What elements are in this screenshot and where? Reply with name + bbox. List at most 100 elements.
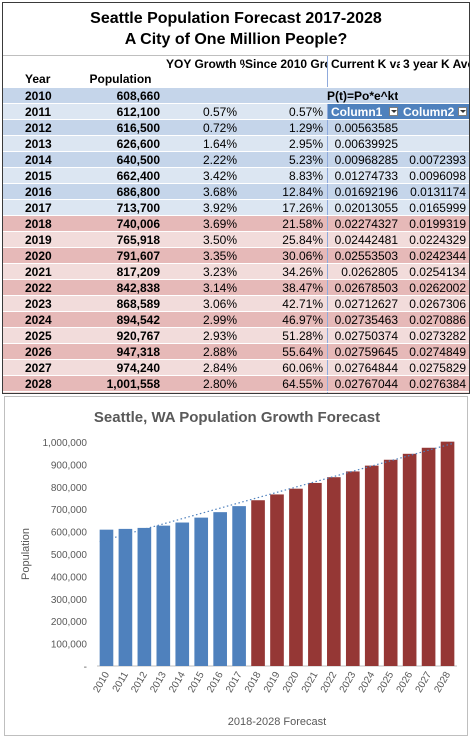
cell-year[interactable]: 2029	[3, 392, 75, 393]
cell-since-2010-growth[interactable]: 60.06%	[282, 361, 323, 375]
cell-current-k[interactable]: 0.01692196	[327, 184, 400, 199]
cell-population[interactable]: 616,500	[116, 121, 160, 135]
cell-current-k[interactable]: 0.00639925	[327, 136, 400, 151]
cell-current-k[interactable]: 0.0262805	[327, 264, 400, 279]
cell-three-year-k[interactable]: 0.0096098	[409, 169, 466, 183]
cell-three-year-k[interactable]: 0.0276384	[409, 377, 466, 391]
header-three-year-k[interactable]: 3 year K Average	[403, 57, 469, 71]
cell-yoy-growth[interactable]: 2.80%	[202, 377, 237, 391]
cell-population[interactable]: 1,029,269	[75, 392, 166, 393]
cell-current-k[interactable]: 0.02274327	[327, 216, 400, 231]
cell-three-year-k[interactable]	[400, 136, 469, 151]
column1-filter-header[interactable]: Column1	[327, 104, 400, 119]
cell-three-year-k[interactable]: 0.0274849	[409, 345, 466, 359]
cell-year[interactable]: 2024	[25, 313, 52, 327]
cell-yoy-growth[interactable]: 2.22%	[202, 153, 237, 167]
cell-yoy-growth[interactable]: 3.14%	[202, 281, 237, 295]
cell-three-year-k[interactable]: 0.0131174	[410, 185, 466, 199]
cell-current-k[interactable]: 0.02764844	[327, 360, 400, 375]
cell-since-2010-growth[interactable]: 46.97%	[282, 313, 323, 327]
cell-current-k[interactable]: 0.01274733	[327, 168, 400, 183]
cell-current-k[interactable]: 0.02013055	[327, 200, 400, 215]
cell-population[interactable]: 791,607	[116, 249, 160, 263]
cell-year[interactable]: 2028	[25, 377, 52, 391]
cell-year[interactable]: 2015	[25, 169, 52, 183]
cell-current-k[interactable]: 0.02442481	[327, 232, 400, 247]
cell-population[interactable]: 686,800	[116, 185, 160, 199]
cell-three-year-k[interactable]: 0.0072393	[409, 153, 466, 167]
cell-three-year-k[interactable]: 0.0267306	[409, 297, 466, 311]
cell-three-year-k[interactable]: 0.0199319	[409, 217, 466, 231]
cell-yoy-growth[interactable]: 2.99%	[202, 313, 237, 327]
cell-yoy-growth[interactable]: 3.50%	[202, 233, 237, 247]
cell-yoy-growth[interactable]: 3.06%	[202, 297, 237, 311]
cell-year[interactable]: 2013	[25, 137, 52, 151]
header-yoy-growth[interactable]: YOY Growth %	[166, 57, 245, 71]
cell-since-2010-growth[interactable]: 25.84%	[282, 233, 323, 247]
cell-since-2010-growth[interactable]: 2.95%	[288, 137, 323, 151]
header-since-2010-growth[interactable]: Since 2010 Growth %	[245, 57, 327, 71]
cell-yoy-growth[interactable]	[166, 88, 245, 103]
cell-since-2010-growth[interactable]: 42.71%	[282, 297, 323, 311]
cell-population[interactable]: 894,542	[116, 313, 160, 327]
cell-population[interactable]: 842,838	[116, 281, 160, 295]
cell-year[interactable]: 2017	[25, 201, 52, 215]
cell-year[interactable]: 2022	[25, 281, 52, 295]
filter-dropdown-icon[interactable]	[458, 107, 467, 116]
header-current-k[interactable]: Current K value	[327, 56, 400, 87]
cell-population[interactable]: 740,006	[116, 217, 160, 231]
cell-population[interactable]: 947,318	[116, 345, 160, 359]
cell-year[interactable]: 2025	[25, 329, 52, 343]
cell-current-k[interactable]: 0.02766955	[327, 392, 400, 393]
cell-three-year-k[interactable]: 0.0254134	[409, 265, 466, 279]
cell-yoy-growth[interactable]: 0.57%	[202, 105, 237, 119]
cell-since-2010-growth[interactable]	[245, 88, 327, 103]
cell-year[interactable]: 2016	[25, 185, 52, 199]
cell-population[interactable]: 765,918	[116, 233, 160, 247]
cell-current-k[interactable]: 0.02759645	[327, 344, 400, 359]
cell-yoy-growth[interactable]: 1.64%	[202, 137, 237, 151]
cell-yoy-growth[interactable]: 3.35%	[202, 249, 237, 263]
cell-population[interactable]: 608,660	[116, 89, 160, 103]
formula-cell[interactable]: P(t)=Po*e^kt	[327, 89, 399, 103]
cell-population[interactable]: 626,600	[116, 137, 160, 151]
cell-population[interactable]: 817,209	[116, 265, 160, 279]
cell-current-k[interactable]: 0.02712627	[327, 296, 400, 311]
cell-since-2010-growth[interactable]: 5.23%	[288, 153, 323, 167]
header-year[interactable]: Year	[25, 72, 51, 86]
cell-population[interactable]: 662,400	[116, 169, 160, 183]
cell-since-2010-growth[interactable]: 30.06%	[282, 249, 323, 263]
cell-population[interactable]: 974,240	[116, 361, 160, 375]
cell-since-2010-growth[interactable]: 55.64%	[282, 345, 323, 359]
cell-current-k[interactable]: 0.02735463	[327, 312, 400, 327]
column2-filter-header[interactable]: Column2	[400, 104, 469, 119]
cell-three-year-k[interactable]: 0.0270886	[409, 313, 466, 327]
cell-population[interactable]: 612,100	[116, 105, 160, 119]
cell-population[interactable]: 640,500	[116, 153, 160, 167]
cell-population[interactable]: 868,589	[116, 297, 160, 311]
cell-year[interactable]: 2010	[25, 89, 52, 103]
cell-three-year-k[interactable]: 0.0242344	[409, 249, 466, 263]
cell-since-2010-growth[interactable]: 51.28%	[282, 329, 323, 343]
cell-since-2010-growth[interactable]: 69.10%	[245, 392, 327, 393]
cell-three-year-k[interactable]	[400, 120, 469, 135]
cell-current-k[interactable]: 0.00968285	[327, 152, 400, 167]
cell-year[interactable]: 2011	[25, 105, 52, 119]
cell-yoy-growth[interactable]: 3.68%	[202, 185, 237, 199]
cell-since-2010-growth[interactable]: 17.26%	[282, 201, 323, 215]
cell-yoy-growth[interactable]: 2.93%	[202, 329, 237, 343]
cell-since-2010-growth[interactable]: 34.26%	[282, 265, 323, 279]
cell-since-2010-growth[interactable]: 38.47%	[282, 281, 323, 295]
cell-yoy-growth[interactable]: 3.92%	[202, 201, 237, 215]
header-population[interactable]: Population	[89, 72, 152, 86]
cell-year[interactable]: 2018	[25, 217, 52, 231]
cell-three-year-k[interactable]: 0.0275829	[409, 361, 466, 375]
cell-current-k[interactable]: 0.00563585	[327, 120, 400, 135]
cell-year[interactable]: 2019	[25, 233, 52, 247]
cell-three-year-k[interactable]: 0.0165999	[409, 201, 466, 215]
cell-yoy-growth[interactable]: 0.72%	[202, 121, 237, 135]
filter-dropdown-icon[interactable]	[389, 107, 398, 116]
cell-year[interactable]: 2027	[25, 361, 52, 375]
cell-since-2010-growth[interactable]: 8.83%	[288, 169, 323, 183]
cell-three-year-k[interactable]: 0.0273282	[409, 329, 466, 343]
